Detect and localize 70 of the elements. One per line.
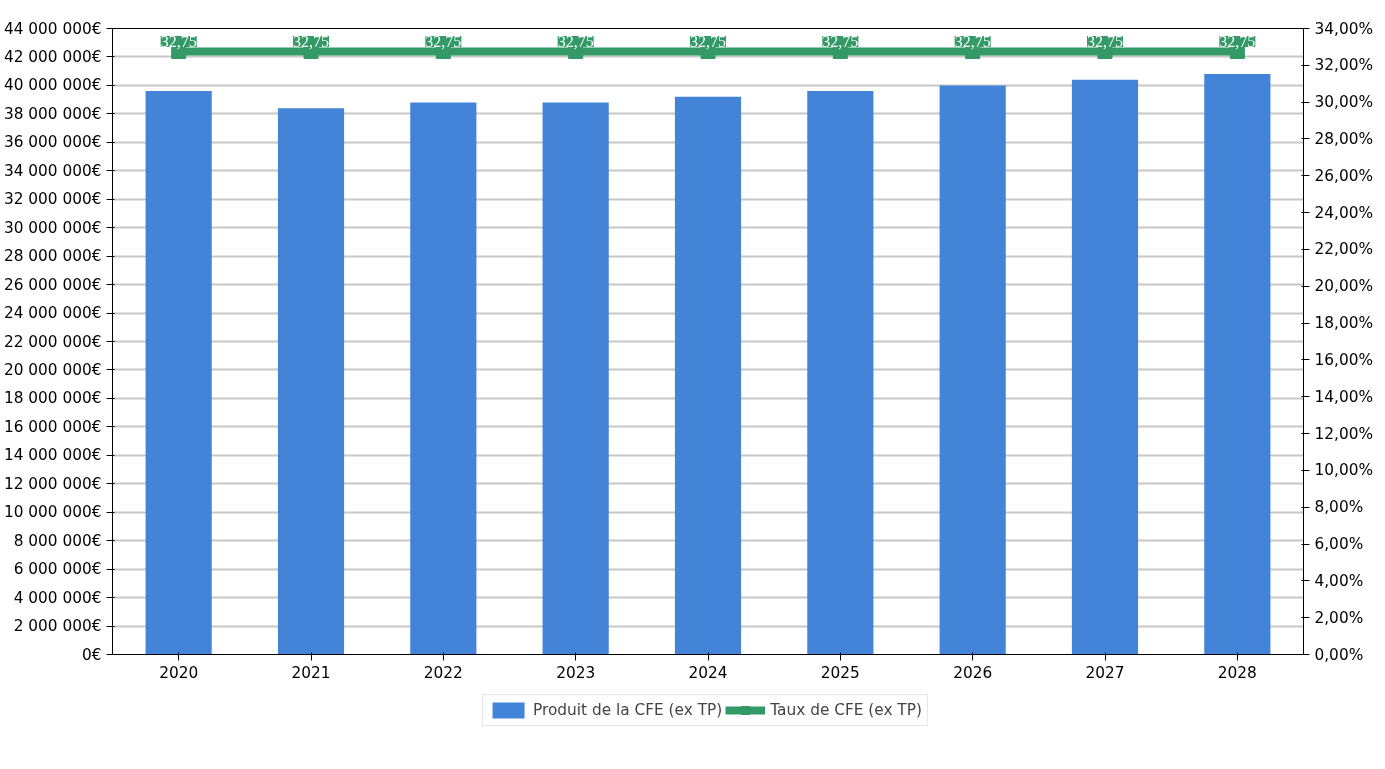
legend-label: Taux de CFE (ex TP)	[770, 701, 922, 719]
legend-label: Produit de la CFE (ex TP)	[533, 701, 723, 719]
y-tick-label: 6 000 000€	[13, 560, 102, 579]
y-tick-label: 10 000 000€	[3, 503, 102, 522]
x-tick-label: 2025	[820, 663, 860, 682]
y-tick-label: 42 000 000€	[3, 47, 102, 66]
bar	[674, 96, 742, 655]
x-tick-label: 2023	[556, 663, 596, 682]
bar	[1204, 74, 1271, 655]
data-label: 32,75	[557, 33, 594, 51]
y2-tick-label: 34,00%	[1314, 19, 1373, 38]
bar	[145, 91, 212, 655]
y-tick-label: 30 000 000€	[3, 218, 102, 237]
y-tick-label: 36 000 000€	[3, 133, 102, 152]
y2-tick-label: 10,00%	[1314, 461, 1373, 480]
y-tick-label: 0€	[82, 645, 102, 664]
data-label: 32,75	[954, 33, 991, 51]
data-label: 32,75	[293, 33, 329, 51]
y-tick-label: 12 000 000€	[3, 474, 102, 493]
bar	[939, 85, 1006, 655]
y2-tick-label: 22,00%	[1314, 240, 1373, 259]
y2-tick-label: 2,00%	[1314, 608, 1364, 627]
y-tick-label: 24 000 000€	[3, 304, 102, 323]
y2-tick-label: 0,00%	[1314, 645, 1364, 664]
y2-tick-label: 12,00%	[1314, 424, 1373, 443]
y2-tick-label: 8,00%	[1314, 498, 1364, 517]
y2-tick-label: 24,00%	[1314, 203, 1373, 222]
y-tick-label: 8 000 000€	[13, 531, 102, 550]
y-tick-label: 28 000 000€	[3, 247, 102, 266]
bar	[1071, 79, 1139, 655]
data-label: 32,75	[160, 33, 197, 51]
y-tick-label: 38 000 000€	[3, 104, 102, 123]
y-tick-label: 22 000 000€	[3, 332, 102, 351]
y2-tick-label: 26,00%	[1314, 166, 1373, 185]
x-tick-label: 2020	[159, 663, 199, 682]
y-tick-label: 2 000 000€	[13, 617, 102, 636]
y2-tick-label: 16,00%	[1314, 350, 1373, 369]
y2-tick-label: 6,00%	[1314, 535, 1364, 554]
data-label: 32,75	[425, 33, 462, 51]
y-tick-label: 32 000 000€	[3, 190, 102, 209]
bar	[807, 91, 874, 655]
x-tick-label: 2026	[953, 663, 993, 682]
data-label: 32,75	[1087, 33, 1123, 51]
x-tick-label: 2021	[291, 663, 331, 682]
x-tick-label: 2028	[1217, 663, 1257, 682]
x-tick-label: 2022	[423, 663, 463, 682]
y2-tick-label: 28,00%	[1314, 129, 1373, 148]
data-label: 32,75	[822, 33, 859, 51]
bar	[277, 108, 345, 655]
bar	[542, 102, 609, 655]
y2-tick-label: 20,00%	[1314, 277, 1373, 296]
y-tick-label: 20 000 000€	[3, 360, 102, 379]
bar	[410, 102, 477, 655]
x-tick-label: 2027	[1085, 663, 1125, 682]
y2-tick-label: 4,00%	[1314, 571, 1364, 590]
y2-tick-label: 30,00%	[1314, 93, 1373, 112]
y-tick-label: 14 000 000€	[3, 446, 102, 465]
x-tick-label: 2024	[688, 663, 728, 682]
y2-tick-label: 18,00%	[1314, 314, 1373, 333]
y-tick-label: 40 000 000€	[3, 76, 102, 95]
data-label: 32,75	[1219, 33, 1256, 51]
y-tick-label: 26 000 000€	[3, 275, 102, 294]
y-tick-label: 16 000 000€	[3, 417, 102, 436]
y-tick-label: 18 000 000€	[3, 389, 102, 408]
data-label: 32,75	[690, 33, 726, 51]
y2-tick-label: 32,00%	[1314, 56, 1373, 75]
y-tick-label: 34 000 000€	[3, 161, 102, 180]
y-tick-label: 4 000 000€	[13, 588, 102, 607]
y2-tick-label: 14,00%	[1314, 387, 1373, 406]
y-tick-label: 44 000 000€	[3, 19, 102, 38]
